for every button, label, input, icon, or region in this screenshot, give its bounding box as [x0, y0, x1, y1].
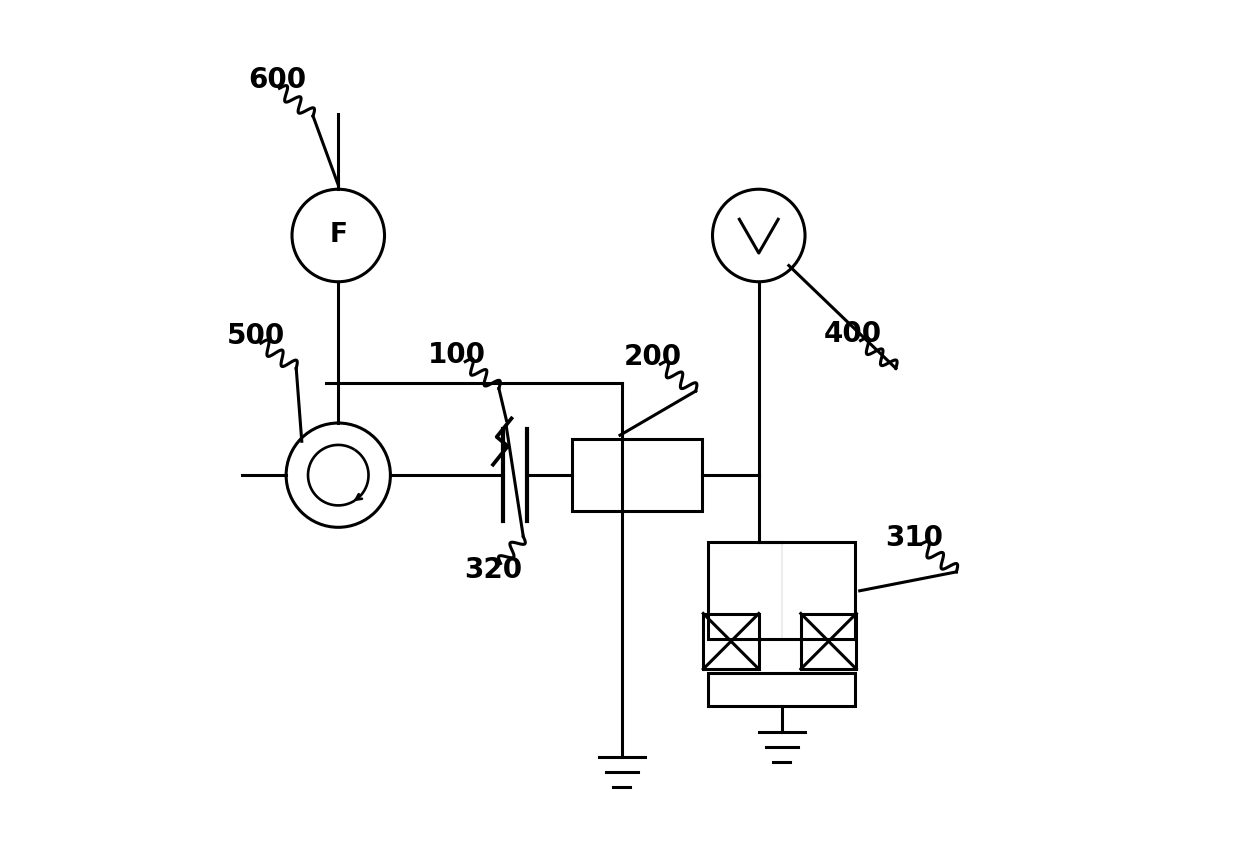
Text: 320: 320	[465, 556, 522, 584]
Text: 600: 600	[248, 66, 306, 94]
Text: F: F	[330, 223, 347, 248]
Text: 500: 500	[227, 322, 285, 351]
Text: 200: 200	[624, 343, 682, 372]
Text: 400: 400	[823, 320, 882, 348]
Text: 310: 310	[885, 524, 942, 553]
Bar	[708, 673, 856, 706]
Bar	[708, 542, 856, 639]
Bar	[703, 614, 759, 669]
Text: 100: 100	[428, 341, 486, 369]
Bar	[572, 439, 702, 510]
Bar	[801, 614, 857, 669]
